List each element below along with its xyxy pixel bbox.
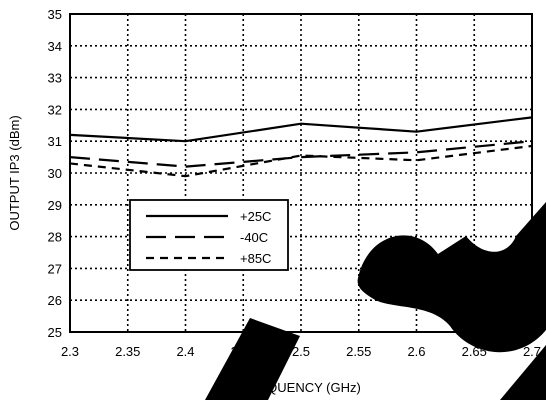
series-line — [69, 116, 533, 143]
y-tick-label: 27 — [48, 261, 62, 276]
x-tick-label: 2.55 — [346, 344, 371, 359]
y-tick-labels: 25 26 27 28 29 30 31 32 33 34 35 — [48, 7, 62, 340]
legend-label: +25C — [240, 209, 271, 224]
x-tick-label: 2.4 — [176, 344, 194, 359]
series-line — [69, 144, 533, 178]
y-tick-label: 28 — [48, 230, 62, 245]
x-tick-label: 2.35 — [115, 344, 140, 359]
legend-label: +85C — [240, 251, 271, 266]
legend: +25C -40C +85C — [129, 199, 289, 271]
series-lines — [69, 116, 533, 178]
y-tick-label: 30 — [48, 166, 62, 181]
y-tick-label: 33 — [48, 71, 62, 86]
legend-label: -40C — [240, 230, 268, 245]
y-tick-label: 26 — [48, 293, 62, 308]
watermark-logo — [205, 202, 546, 400]
x-tick-labels: 2.32.352.42.452.52.552.62.652.7 — [61, 344, 541, 359]
y-tick-label: 31 — [48, 134, 62, 149]
y-tick-label: 35 — [48, 7, 62, 22]
x-tick-label: 2.3 — [61, 344, 79, 359]
y-tick-label: 25 — [48, 325, 62, 340]
x-tick-label: 2.7 — [523, 344, 541, 359]
x-tick-label: 2.6 — [407, 344, 425, 359]
y-tick-label: 32 — [48, 102, 62, 117]
x-tick-label: 2.5 — [292, 344, 310, 359]
y-axis-label: OUTPUT IP3 (dBm) — [7, 115, 22, 230]
plot-frame — [69, 13, 533, 333]
y-tick-label: 34 — [48, 39, 62, 54]
series-line — [69, 140, 533, 168]
y-tick-label: 29 — [48, 198, 62, 213]
